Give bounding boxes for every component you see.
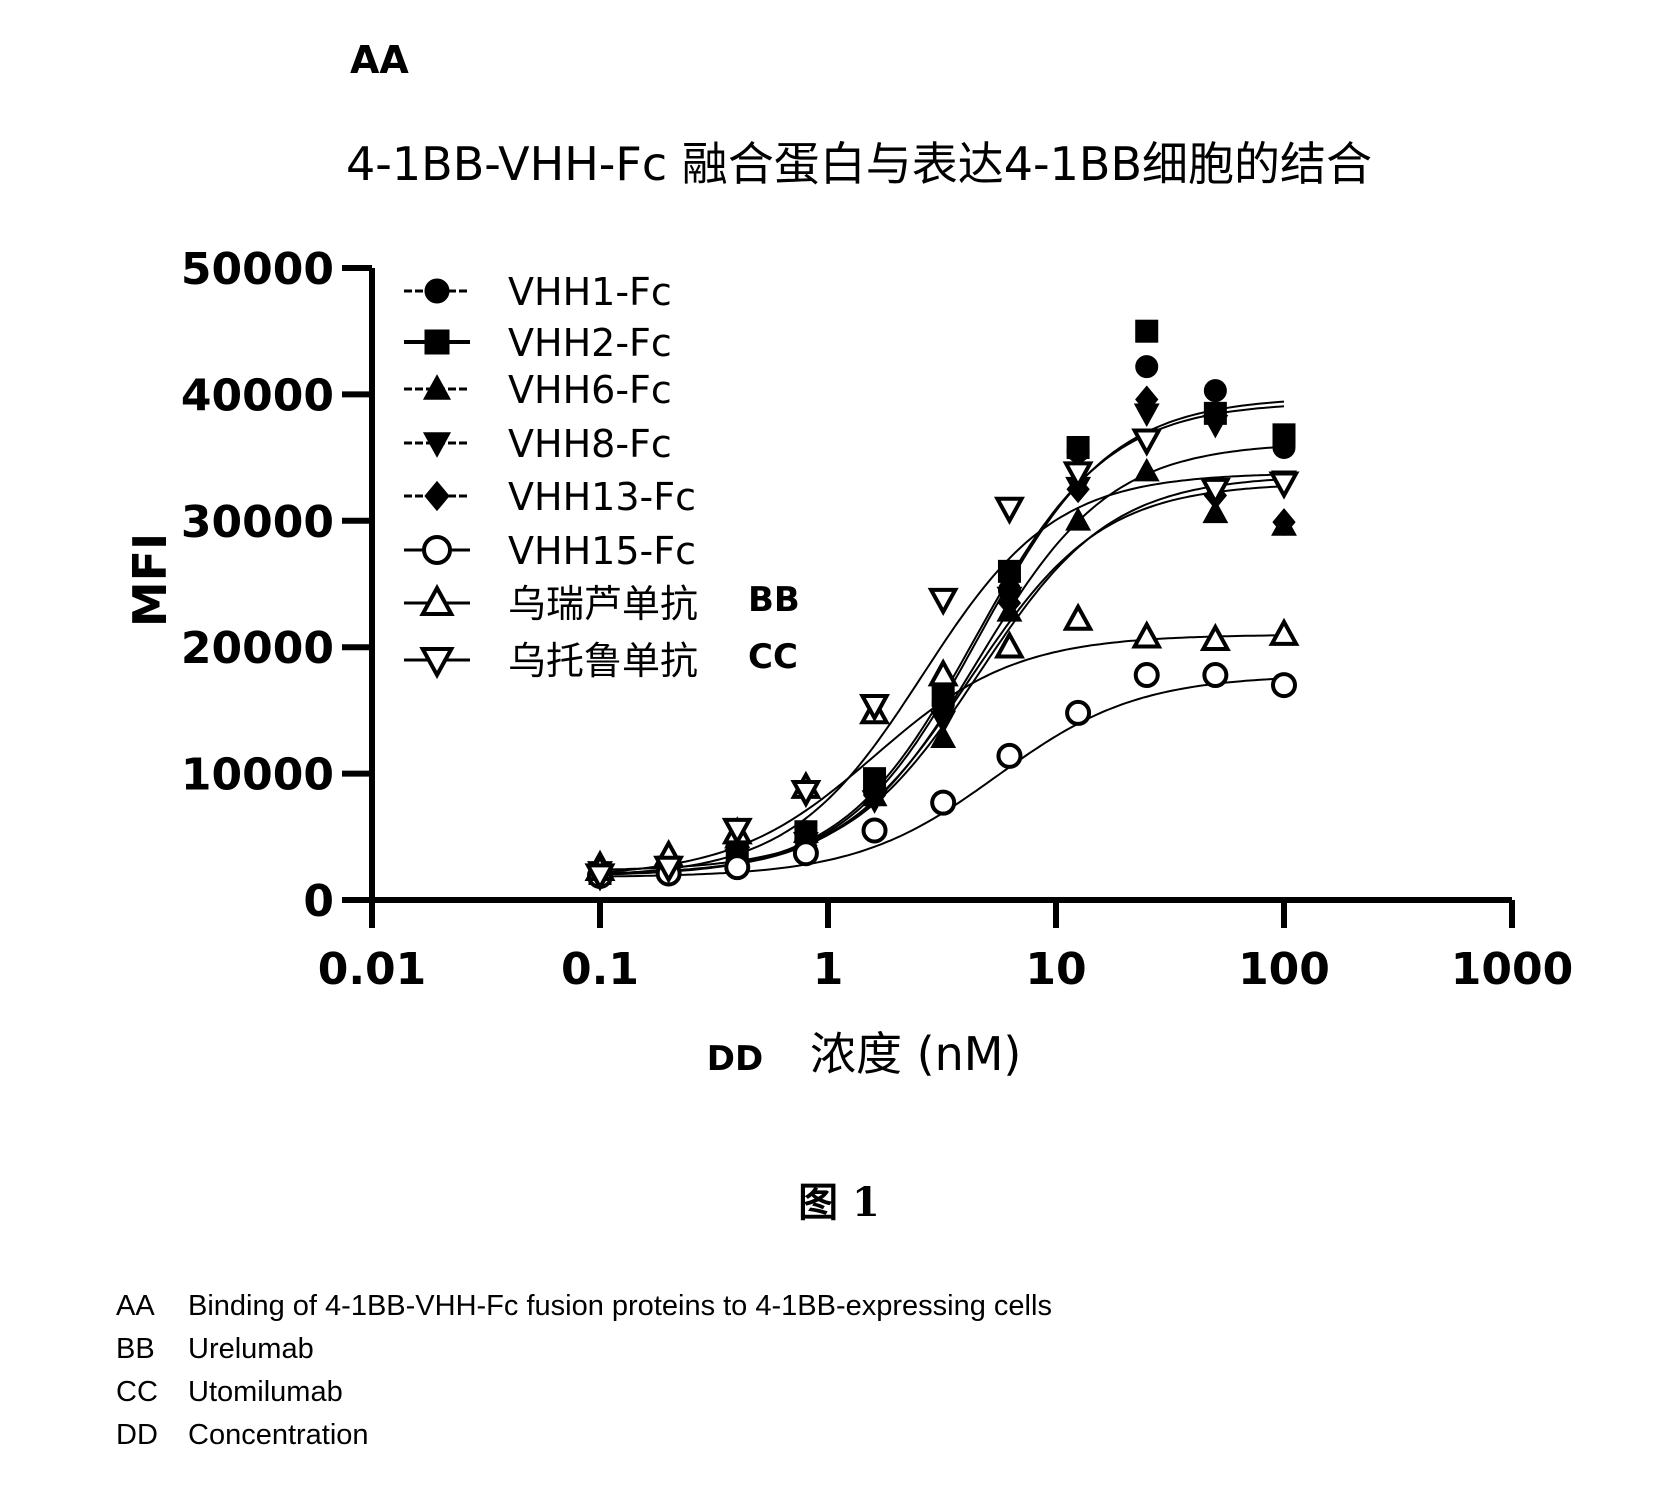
panel-label: AA — [350, 38, 409, 82]
data-point — [721, 817, 753, 847]
data-point — [1135, 385, 1159, 414]
data-point — [997, 559, 1021, 583]
data-point — [1135, 355, 1159, 379]
data-point — [1202, 414, 1229, 439]
x-tick-label: 1 — [813, 944, 844, 995]
x-axis-title-code: DD — [707, 1039, 763, 1079]
abbreviation-key: AA Binding of 4-1BB-VHH-Fc fusion protein… — [116, 1285, 1052, 1457]
data-point — [927, 658, 959, 687]
key-text: Binding of 4-1BB-VHH-Fc fusion proteins … — [188, 1290, 1052, 1322]
data-point — [859, 693, 891, 723]
key-text: Urelumab — [188, 1333, 314, 1365]
legend-label: VHH6-Fc — [508, 368, 672, 412]
data-point — [993, 630, 1025, 659]
data-point — [424, 480, 450, 512]
x-tick-label: 10 — [1025, 944, 1086, 995]
data-point — [1271, 672, 1297, 699]
data-point — [931, 686, 955, 715]
data-point — [993, 496, 1025, 525]
data-point — [862, 781, 887, 810]
chart-title: 4-1BB-VHH-Fc 融合蛋白与表达4-1BB细胞的结合 — [346, 137, 1373, 191]
key-text: Concentration — [188, 1419, 369, 1451]
data-point — [1066, 435, 1090, 459]
data-point — [930, 724, 957, 749]
y-tick-label: 40000 — [181, 370, 334, 421]
fit-curve — [599, 473, 1285, 876]
data-point — [1135, 319, 1159, 343]
x-tick-label: 0.01 — [318, 944, 427, 995]
x-tick-label: 100 — [1238, 944, 1330, 995]
data-point — [724, 854, 751, 881]
data-point — [927, 587, 959, 616]
key-text: Utomilumab — [188, 1376, 343, 1408]
data-points — [584, 319, 1300, 892]
data-point — [996, 742, 1023, 769]
legend-label-code: BB — [748, 580, 800, 620]
key-row: DD Concentration — [116, 1414, 1052, 1457]
data-point — [1062, 602, 1094, 631]
data-point — [424, 329, 450, 355]
data-point — [1131, 620, 1163, 649]
data-point — [653, 855, 685, 884]
figure-label: 图 1 — [798, 1179, 880, 1226]
data-point — [1065, 699, 1092, 726]
data-point — [422, 432, 452, 458]
data-point — [861, 817, 888, 844]
x-tick-label: 0.1 — [561, 944, 639, 995]
data-point — [1268, 617, 1300, 646]
legend-label: VHH15-Fc — [508, 529, 696, 573]
data-point — [1065, 507, 1092, 531]
chart-axes: 0 10000 20000 30000 40000 50000 0.01 0.1 1 10 100 1… — [181, 244, 1573, 995]
legend-label-code: CC — [748, 637, 798, 677]
key-code: CC — [116, 1376, 158, 1408]
data-point — [1202, 499, 1229, 524]
data-point — [1131, 428, 1163, 457]
x-axis-title: 浓度 (nM) — [810, 1027, 1021, 1081]
key-code: AA — [116, 1290, 155, 1322]
data-point — [1272, 508, 1296, 537]
y-tick-label: 50000 — [181, 244, 334, 295]
binding-chart: 0 10000 20000 30000 40000 50000 0.01 0.1 1 10 100 1… — [123, 244, 1573, 1081]
legend-label: 乌托鲁单抗 — [508, 639, 698, 683]
legend-label: 乌瑞芦单抗 — [508, 582, 698, 626]
data-point — [422, 374, 452, 400]
data-point — [419, 583, 455, 617]
data-point — [1133, 457, 1160, 482]
data-point — [792, 840, 819, 867]
y-tick-label: 30000 — [181, 497, 334, 548]
x-tick-label: 1000 — [1451, 944, 1573, 995]
key-row: BB Urelumab — [116, 1328, 1052, 1371]
data-point — [1272, 423, 1296, 447]
key-row: AA Binding of 4-1BB-VHH-Fc fusion protein… — [116, 1285, 1052, 1328]
y-tick-label: 20000 — [181, 623, 334, 674]
data-point — [1202, 662, 1229, 689]
y-axis-title: MFI — [123, 533, 177, 627]
legend-label: VHH8-Fc — [508, 422, 672, 466]
data-point — [790, 779, 822, 809]
legend-label: VHH2-Fc — [508, 321, 672, 365]
key-code: BB — [116, 1333, 155, 1365]
key-code: DD — [116, 1419, 158, 1451]
data-point — [1062, 461, 1094, 490]
legend-label: VHH1-Fc — [508, 270, 672, 314]
data-point — [584, 863, 616, 892]
y-tick-label: 0 — [303, 876, 334, 927]
key-row: CC Utomilumab — [116, 1371, 1052, 1414]
data-point — [1199, 622, 1231, 651]
data-point — [1133, 662, 1160, 689]
data-point — [1203, 379, 1227, 403]
data-point — [930, 789, 957, 816]
data-point — [419, 646, 455, 680]
data-point — [1268, 471, 1300, 500]
legend-label: VHH13-Fc — [508, 475, 696, 519]
data-point — [997, 588, 1022, 617]
y-tick-label: 10000 — [181, 750, 334, 801]
data-point — [422, 535, 452, 565]
data-point — [1199, 477, 1231, 507]
data-point — [424, 278, 450, 304]
